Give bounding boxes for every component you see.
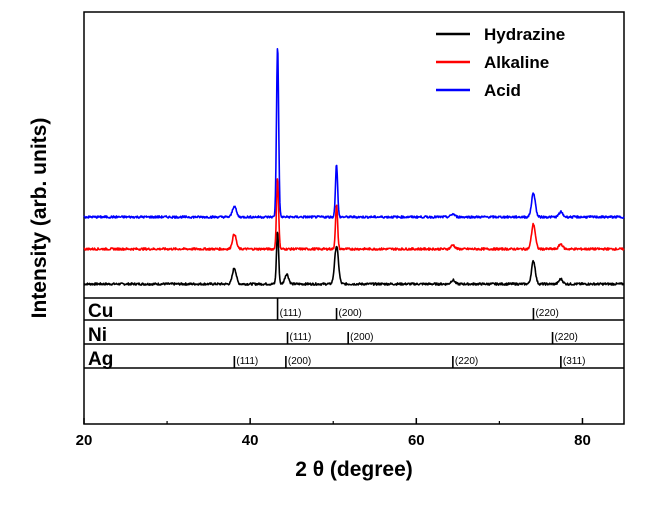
x-tick-label: 80 [574,432,591,449]
reflection-label: (200) [350,332,373,343]
reflection-label: (220) [555,332,578,343]
x-axis-title: 2 θ (degree) [295,458,413,481]
y-axis-title: Intensity (arb. units) [28,118,51,319]
reflection-label: (200) [339,308,362,319]
reference-metal-label: Ni [88,325,107,346]
legend-label-alkaline: Alkaline [484,53,549,72]
reference-metal-label: Ag [88,349,113,370]
reflection-label: (311) [563,356,586,367]
reference-metal-label: Cu [88,301,113,322]
reflection-label: (111) [236,356,258,367]
x-tick-label: 60 [408,432,425,449]
reflection-label: (220) [455,356,478,367]
legend-label-acid: Acid [484,81,521,100]
series-line-alkaline [83,178,625,251]
series-line-hydrazine [83,231,625,286]
series-group [83,47,625,286]
reflection-label: (220) [535,308,558,319]
reflection-label: (111) [280,308,302,319]
legend: Hydrazine Alkaline Acid [436,25,565,100]
series-line-acid [83,47,625,219]
x-tick-label: 40 [242,432,259,449]
legend-label-hydrazine: Hydrazine [484,25,565,44]
reflection-label: (111) [290,332,312,343]
reference-panel: Cu (111) (200) (220) Ni (111) (200) (220) Ag (111… [84,297,624,370]
x-axis: 20 40 60 80 [76,418,591,449]
reflection-label: (200) [288,356,311,367]
x-tick-label: 20 [76,432,93,449]
